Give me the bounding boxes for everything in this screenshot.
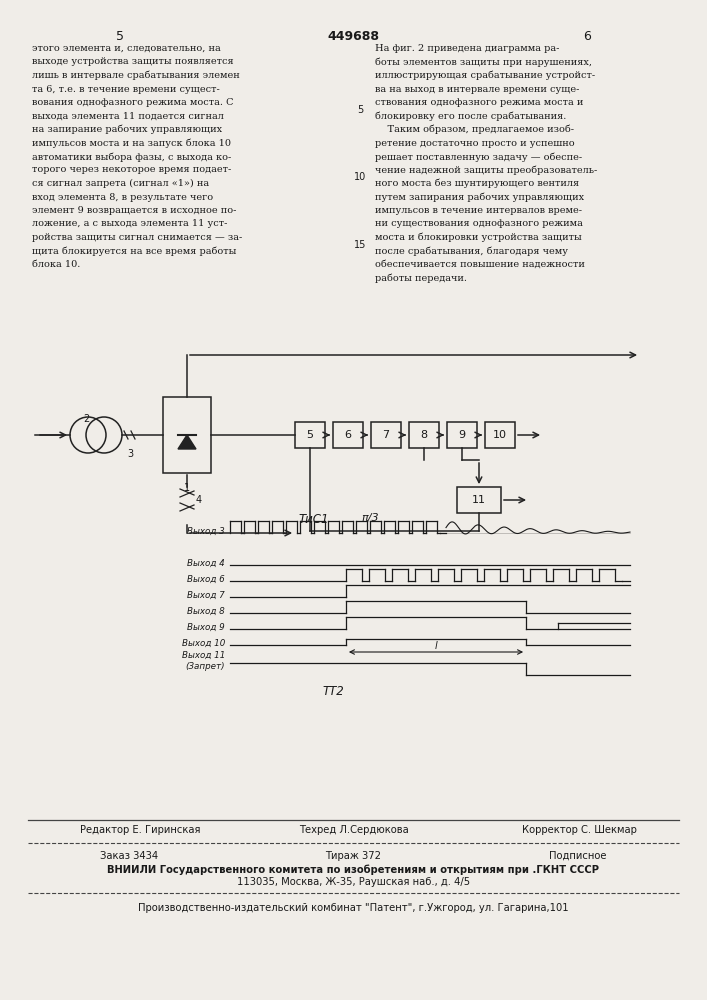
Text: выхода элемента 11 подается сигнал: выхода элемента 11 подается сигнал xyxy=(32,111,224,120)
Text: Производственно-издательский комбинат "Патент", г.Ужгород, ул. Гагарина,101: Производственно-издательский комбинат "П… xyxy=(138,903,569,913)
Text: щита блокируется на все время работы: щита блокируется на все время работы xyxy=(32,246,236,256)
Text: Выход 11
(Запрет): Выход 11 (Запрет) xyxy=(182,651,225,671)
Text: моста и блокировки устройства защиты: моста и блокировки устройства защиты xyxy=(375,233,582,242)
Text: ложение, а с выхода элемента 11 уст-: ложение, а с выхода элемента 11 уст- xyxy=(32,220,228,229)
Text: импульсов моста и на запуск блока 10: импульсов моста и на запуск блока 10 xyxy=(32,138,231,148)
Text: Подписное: Подписное xyxy=(549,851,607,861)
Text: 1: 1 xyxy=(184,483,190,493)
Text: ΤиС1: ΤиС1 xyxy=(298,513,329,526)
Text: 113035, Москва, Ж-35, Раушская наб., д. 4/5: 113035, Москва, Ж-35, Раушская наб., д. … xyxy=(237,877,470,887)
Text: боты элементов защиты при нарушениях,: боты элементов защиты при нарушениях, xyxy=(375,57,592,67)
Text: после срабатывания, благодаря чему: после срабатывания, благодаря чему xyxy=(375,246,568,256)
Text: Редактор Е. Гиринская: Редактор Е. Гиринская xyxy=(80,825,201,835)
Text: Выход 4: Выход 4 xyxy=(187,558,225,568)
Text: 6: 6 xyxy=(583,30,591,43)
Text: блокировку его после срабатывания.: блокировку его после срабатывания. xyxy=(375,111,566,121)
Text: ного моста без шунтирующего вентиля: ного моста без шунтирующего вентиля xyxy=(375,179,579,188)
Text: 2: 2 xyxy=(83,414,89,424)
Text: выходе устройства защиты появляется: выходе устройства защиты появляется xyxy=(32,57,233,66)
Text: 15: 15 xyxy=(354,240,366,250)
Text: блока 10.: блока 10. xyxy=(32,260,81,269)
Bar xyxy=(371,422,401,448)
Text: обеспечивается повышение надежности: обеспечивается повышение надежности xyxy=(375,260,585,269)
Text: ва на выход в интервале времени суще-: ва на выход в интервале времени суще- xyxy=(375,85,579,94)
Text: Выход 8: Выход 8 xyxy=(187,606,225,615)
Text: элемент 9 возвращается в исходное по-: элемент 9 возвращается в исходное по- xyxy=(32,206,236,215)
Text: Выход 10: Выход 10 xyxy=(182,639,225,648)
Text: вход элемента 8, в результате чего: вход элемента 8, в результате чего xyxy=(32,192,213,202)
Text: 5: 5 xyxy=(357,105,363,115)
Text: работы передачи.: работы передачи. xyxy=(375,273,467,283)
Text: 6: 6 xyxy=(344,430,351,440)
Text: автоматики выбора фазы, с выхода ко-: автоматики выбора фазы, с выхода ко- xyxy=(32,152,231,161)
Text: l: l xyxy=(435,641,438,651)
Text: π/3: π/3 xyxy=(361,513,379,523)
Bar xyxy=(295,422,325,448)
Text: ΤТ2: ΤТ2 xyxy=(322,685,344,698)
Text: Таким образом, предлагаемое изоб-: Таким образом, предлагаемое изоб- xyxy=(375,125,574,134)
Text: торого через некоторое время подает-: торого через некоторое время подает- xyxy=(32,165,231,174)
Text: путем запирания рабочих управляющих: путем запирания рабочих управляющих xyxy=(375,192,584,202)
Text: ройства защиты сигнал снимается — за-: ройства защиты сигнал снимается — за- xyxy=(32,233,243,242)
Bar xyxy=(409,422,439,448)
Text: 5: 5 xyxy=(116,30,124,43)
Text: ВНИИЛИ Государственного комитета по изобретениям и открытиям при .ГКНТ СССР: ВНИИЛИ Государственного комитета по изоб… xyxy=(107,865,600,875)
Text: 10: 10 xyxy=(354,172,366,182)
Text: ся сигнал запрета (сигнал «1») на: ся сигнал запрета (сигнал «1») на xyxy=(32,179,209,188)
Text: чение надежной защиты преобразователь-: чение надежной защиты преобразователь- xyxy=(375,165,597,175)
Text: ствования однофазного режима моста и: ствования однофазного режима моста и xyxy=(375,98,583,107)
Text: Выход 7: Выход 7 xyxy=(187,590,225,599)
Text: вования однофазного режима моста. С: вования однофазного режима моста. С xyxy=(32,98,233,107)
Text: та 6, т.е. в течение времени сущест-: та 6, т.е. в течение времени сущест- xyxy=(32,85,220,94)
Bar xyxy=(163,397,211,473)
Text: лишь в интервале срабатывания элемен: лишь в интервале срабатывания элемен xyxy=(32,71,240,81)
Text: 11: 11 xyxy=(472,495,486,505)
Bar xyxy=(333,422,363,448)
Text: импульсов в течение интервалов време-: импульсов в течение интервалов време- xyxy=(375,206,582,215)
Text: 449688: 449688 xyxy=(327,30,380,43)
Text: ни существования однофазного режима: ни существования однофазного режима xyxy=(375,220,583,229)
Text: ретение достаточно просто и успешно: ретение достаточно просто и успешно xyxy=(375,138,575,147)
Bar xyxy=(457,487,501,513)
Text: 4: 4 xyxy=(196,495,202,505)
Text: Заказ 3434: Заказ 3434 xyxy=(100,851,158,861)
Bar xyxy=(485,422,515,448)
Text: Выход 6: Выход 6 xyxy=(187,574,225,584)
Polygon shape xyxy=(178,435,196,449)
Text: Тираж 372: Тираж 372 xyxy=(325,851,382,861)
Text: 10: 10 xyxy=(493,430,507,440)
Text: 9: 9 xyxy=(458,430,466,440)
Text: на запирание рабочих управляющих: на запирание рабочих управляющих xyxy=(32,125,222,134)
Text: 5: 5 xyxy=(307,430,313,440)
Text: 3: 3 xyxy=(127,449,133,459)
Text: 7: 7 xyxy=(382,430,390,440)
Text: иллюстрирующая срабатывание устройст-: иллюстрирующая срабатывание устройст- xyxy=(375,71,595,81)
Text: Выход 3: Выход 3 xyxy=(187,526,225,536)
Bar xyxy=(447,422,477,448)
Text: Выход 9: Выход 9 xyxy=(187,622,225,632)
Text: Техред Л.Сердюкова: Техред Л.Сердюкова xyxy=(298,825,409,835)
Text: решает поставленную задачу — обеспе-: решает поставленную задачу — обеспе- xyxy=(375,152,582,161)
Text: Корректор С. Шекмар: Корректор С. Шекмар xyxy=(522,825,637,835)
Text: На фиг. 2 приведена диаграмма ра-: На фиг. 2 приведена диаграмма ра- xyxy=(375,44,559,53)
Text: этого элемента и, следовательно, на: этого элемента и, следовательно, на xyxy=(32,44,221,53)
Text: 8: 8 xyxy=(421,430,428,440)
